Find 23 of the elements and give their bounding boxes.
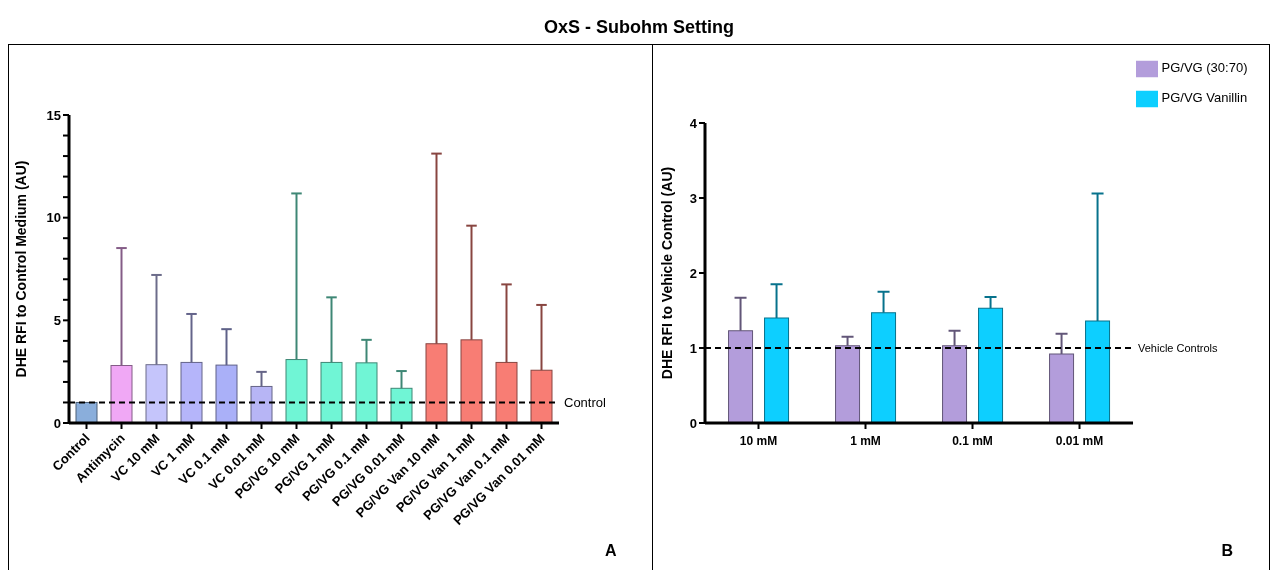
y-tick-label: 0 [690, 415, 698, 431]
legend-label: PG/VG Vanillin [1161, 90, 1248, 105]
y-tick-label: 0 [53, 415, 61, 431]
legend-label: PG/VG (30:70) [1161, 60, 1248, 75]
x-tick-label: 1 mM [850, 434, 882, 448]
y-axis-title: DHE RFI to Vehicle Control (AU) [659, 166, 676, 380]
y-axis-title: DHE RFI to Control Medium (AU) [12, 160, 29, 378]
y-tick-label: 5 [53, 312, 61, 328]
text: OxS - Subohm Setting [543, 16, 735, 39]
x-tick-label: 0.1 mM [952, 434, 994, 448]
text: A [604, 542, 617, 560]
bar [75, 401, 98, 423]
text: B [1221, 542, 1233, 560]
y-tick-label: 4 [690, 115, 699, 131]
ref-line-label: Vehicle Controls [1138, 341, 1219, 354]
x-tick-label: 10 mM [740, 434, 778, 448]
y-tick-label: 15 [46, 107, 61, 123]
y-tick-label: 1 [690, 340, 698, 356]
ref-line-label: Control [564, 395, 607, 411]
y-tick-label: 3 [690, 190, 698, 206]
y-tick-label: 2 [690, 265, 698, 281]
x-tick-label: 0.01 mM [1056, 434, 1104, 448]
y-tick-label: 10 [46, 210, 61, 226]
